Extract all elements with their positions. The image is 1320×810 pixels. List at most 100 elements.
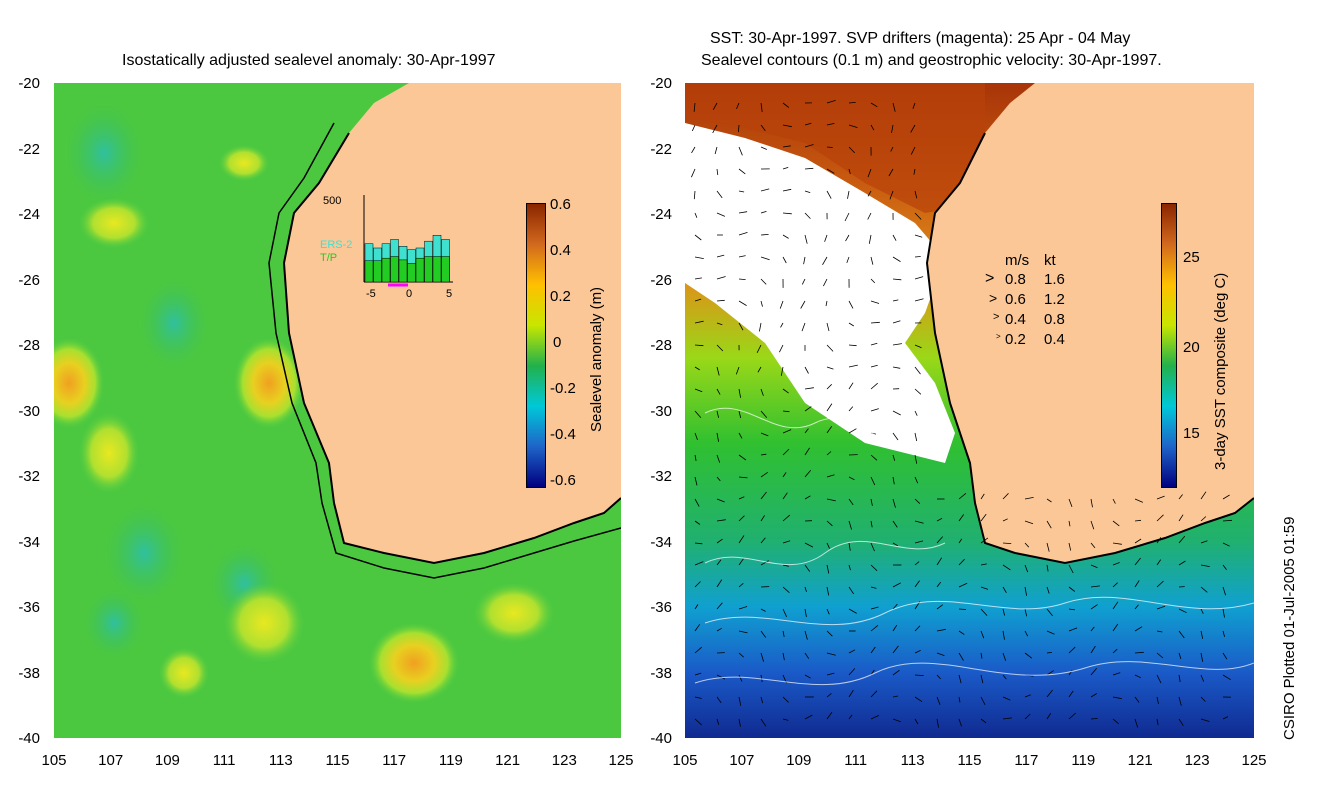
velocity-arrow: [1090, 693, 1098, 698]
velocity-arrow: [980, 563, 987, 566]
velocity-arrow: [826, 322, 830, 332]
colorbar-tick: 0.6: [550, 196, 571, 213]
velocity-arrow: [694, 366, 700, 371]
velocity-arrow: [694, 234, 702, 241]
velocity-arrow-icon: >: [989, 290, 998, 306]
velocity-arrow: [804, 586, 807, 593]
velocity-arrow: [782, 388, 789, 394]
velocity-arrow: [892, 410, 901, 416]
y-tick-label: -24: [650, 206, 672, 223]
velocity-arrow: [760, 652, 764, 662]
velocity-arrow: [823, 278, 828, 287]
velocity-arrow: [804, 167, 814, 170]
velocity-arrow: [826, 564, 830, 574]
warm-anomaly: [159, 648, 209, 698]
velocity-arrow: [1046, 520, 1052, 529]
velocity-arrow: [694, 298, 702, 302]
velocity-arrow: [782, 256, 787, 264]
right-panel-title-line1: SST: 30-Apr-1997. SVP drifters (magenta)…: [710, 30, 1131, 47]
y-tick-label: -30: [650, 402, 672, 420]
velocity-arrow: [958, 696, 961, 703]
y-tick-label: -24: [18, 206, 40, 223]
velocity-arrow: [1156, 580, 1164, 588]
velocity-arrow: [694, 344, 704, 347]
velocity-arrow: [848, 476, 855, 481]
velocity-arrow: [870, 624, 879, 632]
velocity-arrow: [870, 564, 878, 572]
velocity-arrow: [826, 693, 832, 698]
velocity-arrow: [716, 344, 724, 352]
velocity-arrow: [1112, 520, 1120, 527]
warm-anomaly: [234, 338, 304, 428]
velocity-arrow: [782, 410, 790, 413]
velocity-arrow: [1178, 718, 1184, 726]
velocity-arrow: [870, 542, 875, 552]
velocity-arrow: [936, 557, 943, 566]
velocity-arrow: [782, 514, 791, 522]
velocity-arrow: [760, 537, 766, 544]
velocity-arrow: [760, 278, 767, 285]
warm-anomaly: [219, 145, 269, 181]
velocity-arrow: [1090, 520, 1095, 530]
warm-anomaly: [224, 583, 304, 663]
velocity-arrow: [914, 344, 922, 349]
velocity-arrow: [870, 278, 876, 284]
velocity-arrow: [889, 190, 894, 200]
velocity-arrow: [804, 428, 809, 434]
velocity-arrow: [716, 322, 723, 326]
velocity-arrow: [1068, 627, 1078, 632]
inset-bar-tp: [415, 257, 425, 283]
velocity-arrow: [804, 122, 812, 126]
velocity-arrow: [980, 513, 987, 522]
velocity-arrow: [914, 432, 918, 442]
velocity-arrow: [760, 432, 769, 437]
velocity-arrow: [712, 124, 718, 134]
velocity-legend: m/s kt > 0.8 1.6 > 0.6 1.2 > 0.4 0.8 > 0…: [985, 252, 1075, 352]
velocity-arrow: [870, 382, 878, 390]
velocity-arrow: [1068, 690, 1074, 698]
sealevel-colorbar: [526, 203, 546, 488]
velocity-arrow: [1112, 582, 1118, 588]
velocity-arrow: [910, 124, 916, 133]
velocity-arrow: [936, 674, 941, 680]
velocity-arrow: [914, 696, 923, 703]
inset-legend-tp: T/P: [320, 252, 337, 264]
velocity-arrow: [914, 256, 921, 258]
velocity-arrow: [826, 100, 836, 104]
velocity-arrow: [1156, 652, 1164, 659]
velocity-arrow: [870, 102, 878, 108]
velocity-arrow: [1090, 604, 1098, 610]
velocity-arrow: [801, 322, 806, 332]
velocity-arrow: [958, 492, 967, 500]
velocity-arrow: [804, 674, 811, 679]
velocity-arrow: [848, 608, 857, 614]
velocity-arrow: [760, 146, 767, 150]
sealevel-contour: [704, 407, 916, 445]
cloud-mask: [685, 123, 955, 463]
velocity-arrow: [760, 124, 766, 131]
velocity-arrow: [801, 278, 806, 285]
velocity-arrow: [694, 256, 704, 259]
velocity-arrow: [936, 604, 944, 610]
y-tick-label: -20: [650, 75, 672, 92]
velocity-arrow: [760, 300, 763, 307]
velocity-arrow: [913, 168, 916, 175]
velocity-arrow: [694, 623, 701, 632]
velocity-arrow: [848, 406, 854, 412]
velocity-arrow: [804, 366, 809, 374]
velocity-arrow: [1046, 630, 1055, 635]
velocity-arrow: [826, 672, 835, 676]
velocity-arrow: [760, 491, 767, 500]
velocity-arrow: [1024, 586, 1027, 596]
velocity-arrow: [867, 190, 872, 197]
shelf-contour: [268, 122, 622, 579]
velocity-arrow: [782, 472, 787, 478]
velocity-arrow: [936, 536, 943, 544]
velocity-arrow: [870, 606, 879, 610]
velocity-arrow: [826, 123, 835, 126]
velocity-arrow: [779, 344, 784, 353]
velocity-arrow: [782, 145, 791, 148]
velocity-arrow: [846, 256, 850, 264]
inset-bar-tp: [407, 263, 416, 283]
velocity-arrow: [738, 190, 745, 193]
